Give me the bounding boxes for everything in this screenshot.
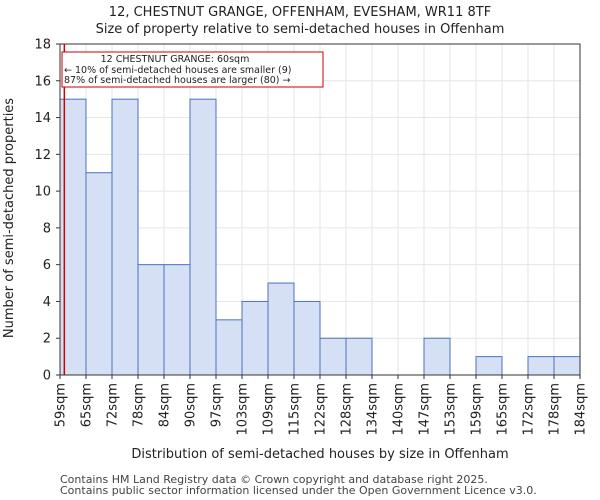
annotation-frame <box>61 51 324 88</box>
x-tick-label: 165sqm <box>496 383 511 436</box>
x-tick-label: 122sqm <box>314 383 329 436</box>
annotation-line1: 12 CHESTNUT GRANGE: 60sqm <box>101 54 250 65</box>
x-tick-label: 78sqm <box>132 383 147 427</box>
bar-159sqm <box>475 356 503 376</box>
bar-90sqm <box>189 98 217 376</box>
y-tick-label: 6 <box>43 258 51 273</box>
bar-172sqm <box>527 356 555 376</box>
y-axis-label: Number of semi-detached properties <box>2 98 17 338</box>
x-tick-label: 147sqm <box>418 383 433 436</box>
bar-65sqm <box>85 172 113 376</box>
x-tick-label: 103sqm <box>236 383 251 436</box>
x-tick-label: 72sqm <box>106 383 121 427</box>
y-tick-label: 16 <box>34 74 51 89</box>
x-tick-label: 109sqm <box>262 383 277 436</box>
footer-line2: Contains public sector information licen… <box>60 484 537 497</box>
bar-115sqm <box>293 300 321 376</box>
bar-78sqm <box>137 264 165 376</box>
x-tick-label: 134sqm <box>366 383 381 436</box>
chart-title-line1: 12, CHESTNUT GRANGE, OFFENHAM, EVESHAM, … <box>109 5 491 20</box>
y-axis-ticks: 0 2 4 6 8 10 12 14 16 18 <box>34 38 60 384</box>
bars <box>59 98 581 376</box>
annotation-box: 12 CHESTNUT GRANGE: 60sqm ← 10% of semi-… <box>61 51 324 88</box>
y-tick-label: 12 <box>34 148 51 163</box>
x-tick-label: 115sqm <box>288 383 303 436</box>
x-tick-label: 172sqm <box>522 383 537 436</box>
x-tick-label: 159sqm <box>470 383 485 436</box>
footer-line1: Contains HM Land Registry data © Crown c… <box>60 473 488 486</box>
bar-147sqm <box>423 337 451 376</box>
bar-128sqm <box>345 337 373 376</box>
bar-122sqm <box>319 337 347 376</box>
y-tick-label: 0 <box>43 369 51 384</box>
y-tick-label: 2 <box>43 332 51 347</box>
x-tick-label: 153sqm <box>444 383 459 436</box>
x-tick-label: 97sqm <box>210 383 225 427</box>
x-tick-label: 84sqm <box>158 383 173 427</box>
x-tick-label: 184sqm <box>574 383 589 436</box>
bar-109sqm <box>267 282 295 376</box>
annotation-line3: 87% of semi-detached houses are larger (… <box>64 75 291 86</box>
x-tick-label: 178sqm <box>548 383 563 436</box>
x-axis-ticks: 59sqm 65sqm 72sqm 78sqm 84sqm 90sqm 97sqm 103sq… <box>54 375 589 436</box>
x-tick-label: 128sqm <box>340 383 355 436</box>
x-axis-label: Distribution of semi-detached houses by … <box>131 447 508 462</box>
bar-84sqm <box>163 264 191 376</box>
annotation-line2: ← 10% of semi-detached houses are smalle… <box>64 65 292 76</box>
bar-72sqm <box>111 98 139 376</box>
y-tick-label: 8 <box>43 221 51 236</box>
y-tick-label: 10 <box>34 185 51 200</box>
x-tick-label: 140sqm <box>392 383 407 436</box>
x-tick-label: 90sqm <box>184 383 199 427</box>
bar-103sqm <box>241 300 269 376</box>
chart-title-line2: Size of property relative to semi-detach… <box>96 22 505 37</box>
x-tick-label: 59sqm <box>54 383 69 427</box>
y-tick-label: 14 <box>34 111 51 126</box>
x-tick-label: 65sqm <box>80 383 95 427</box>
y-tick-label: 4 <box>43 295 51 310</box>
bar-178sqm <box>553 356 581 376</box>
bar-97sqm <box>215 319 243 376</box>
y-tick-label: 18 <box>34 38 51 53</box>
